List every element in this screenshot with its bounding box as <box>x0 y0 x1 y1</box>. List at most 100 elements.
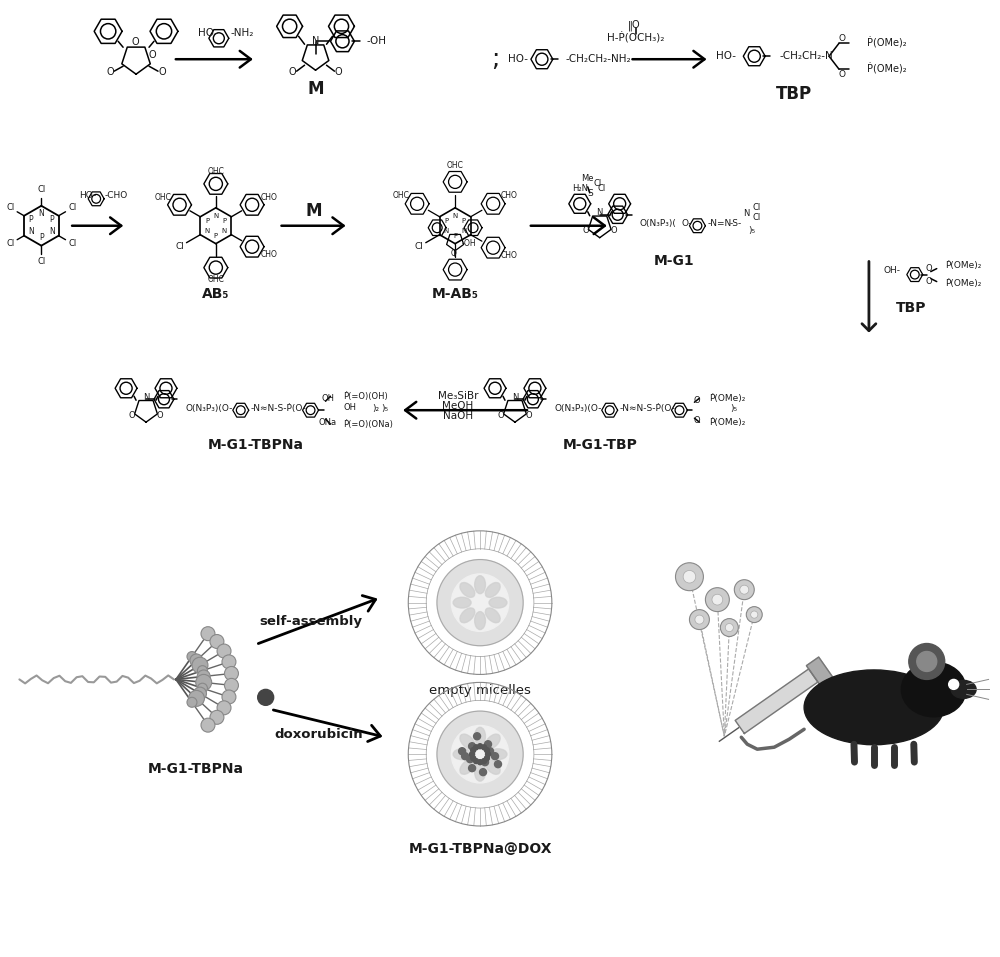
Text: O: O <box>693 396 700 405</box>
Text: M-G1-TBP: M-G1-TBP <box>562 438 637 452</box>
Circle shape <box>917 652 937 672</box>
Text: Ṗ(OMe)₂: Ṗ(OMe)₂ <box>709 417 746 427</box>
Circle shape <box>217 701 231 715</box>
Text: P: P <box>444 218 449 224</box>
Text: N: N <box>597 209 603 217</box>
Text: -CH₂CH₂-NH₂: -CH₂CH₂-NH₂ <box>566 55 631 64</box>
Text: Ṗ(OMe)₂: Ṗ(OMe)₂ <box>867 63 907 75</box>
Circle shape <box>470 751 475 757</box>
Text: P: P <box>214 233 218 238</box>
Circle shape <box>187 652 197 661</box>
Text: O(N₃P₃)(: O(N₃P₃)( <box>640 219 676 228</box>
Text: P: P <box>205 218 209 224</box>
Circle shape <box>689 610 709 630</box>
Circle shape <box>258 689 274 705</box>
Text: O: O <box>157 411 163 420</box>
Text: N: N <box>205 228 210 234</box>
Circle shape <box>201 627 215 640</box>
Ellipse shape <box>485 583 500 597</box>
Text: -N≈N-S-Ṗ(O-: -N≈N-S-Ṗ(O- <box>620 404 676 412</box>
Text: O: O <box>925 264 932 273</box>
Text: S: S <box>588 189 594 198</box>
Circle shape <box>909 643 945 679</box>
Text: -N=N: -N=N <box>707 219 732 228</box>
Ellipse shape <box>460 583 475 597</box>
Circle shape <box>487 747 494 755</box>
Text: OH-: OH- <box>884 266 901 275</box>
Text: Cl: Cl <box>752 203 761 212</box>
Text: Ṗ(OMe)₂: Ṗ(OMe)₂ <box>867 37 907 49</box>
Text: Ṗ(=O)(ONa): Ṗ(=O)(ONa) <box>343 420 393 429</box>
Text: HO-: HO- <box>716 52 736 61</box>
Text: Cl: Cl <box>598 185 606 193</box>
Text: OHC: OHC <box>154 192 171 202</box>
Text: O: O <box>632 20 639 31</box>
Text: OHC: OHC <box>447 162 464 170</box>
Text: M-G1-TBPNa@DOX: M-G1-TBPNa@DOX <box>408 842 552 856</box>
Circle shape <box>462 753 469 760</box>
Text: H-Ṗ(OCH₃)₂: H-Ṗ(OCH₃)₂ <box>607 33 664 44</box>
Text: OH: OH <box>321 393 334 403</box>
Circle shape <box>471 756 476 761</box>
Text: O: O <box>693 415 700 425</box>
Circle shape <box>474 733 481 740</box>
Text: O: O <box>335 67 342 78</box>
Circle shape <box>201 718 215 732</box>
Circle shape <box>469 765 476 771</box>
Ellipse shape <box>485 608 500 623</box>
Text: M: M <box>307 80 324 99</box>
Text: )₅: )₅ <box>382 404 389 412</box>
Circle shape <box>197 670 210 683</box>
Text: N: N <box>444 228 449 234</box>
Circle shape <box>478 744 483 748</box>
Text: O: O <box>131 37 139 47</box>
Circle shape <box>474 759 479 764</box>
Text: -N≈N-S-Ṗ(O-: -N≈N-S-Ṗ(O- <box>251 404 307 412</box>
Text: Ṗ(OMe)₂: Ṗ(OMe)₂ <box>709 393 746 403</box>
Polygon shape <box>735 669 818 733</box>
Circle shape <box>224 666 238 680</box>
Circle shape <box>471 747 476 753</box>
Text: N: N <box>49 227 55 236</box>
Circle shape <box>437 711 523 797</box>
Text: M-G1-TBPNa: M-G1-TBPNa <box>148 762 244 776</box>
Text: O: O <box>582 226 589 235</box>
Ellipse shape <box>475 576 485 593</box>
Text: P: P <box>462 218 466 224</box>
Text: N: N <box>213 212 218 219</box>
Text: OH: OH <box>343 403 356 412</box>
Text: -OH: -OH <box>366 36 386 46</box>
Circle shape <box>740 585 749 594</box>
Text: Cl: Cl <box>6 239 14 248</box>
Text: O: O <box>450 249 456 258</box>
Text: Ṗ(OMe)₂: Ṗ(OMe)₂ <box>945 279 981 288</box>
Text: Cl: Cl <box>175 242 184 251</box>
Text: ;: ; <box>491 47 499 71</box>
Text: O-: O- <box>681 219 692 228</box>
Polygon shape <box>806 657 832 685</box>
Text: CHO: CHO <box>501 251 518 260</box>
Ellipse shape <box>485 760 500 774</box>
Text: HO-: HO- <box>198 29 218 38</box>
Circle shape <box>484 747 489 753</box>
Circle shape <box>192 657 208 673</box>
Circle shape <box>188 690 204 706</box>
Text: N: N <box>143 392 149 402</box>
Text: )₅: )₅ <box>731 404 738 412</box>
Ellipse shape <box>489 748 507 760</box>
Circle shape <box>734 580 754 600</box>
Text: Cl: Cl <box>68 239 77 248</box>
Text: -OH: -OH <box>462 239 476 248</box>
Text: Cl: Cl <box>414 242 423 251</box>
Text: NaOH: NaOH <box>443 412 473 421</box>
Circle shape <box>725 624 733 632</box>
Text: P: P <box>222 218 227 224</box>
Circle shape <box>675 563 703 590</box>
Text: -NH₂: -NH₂ <box>231 29 254 38</box>
Text: -S-: -S- <box>729 219 742 228</box>
Circle shape <box>187 698 197 707</box>
Text: OHC: OHC <box>207 275 224 284</box>
Text: N: N <box>743 210 749 218</box>
Circle shape <box>482 759 487 764</box>
Circle shape <box>437 560 523 646</box>
